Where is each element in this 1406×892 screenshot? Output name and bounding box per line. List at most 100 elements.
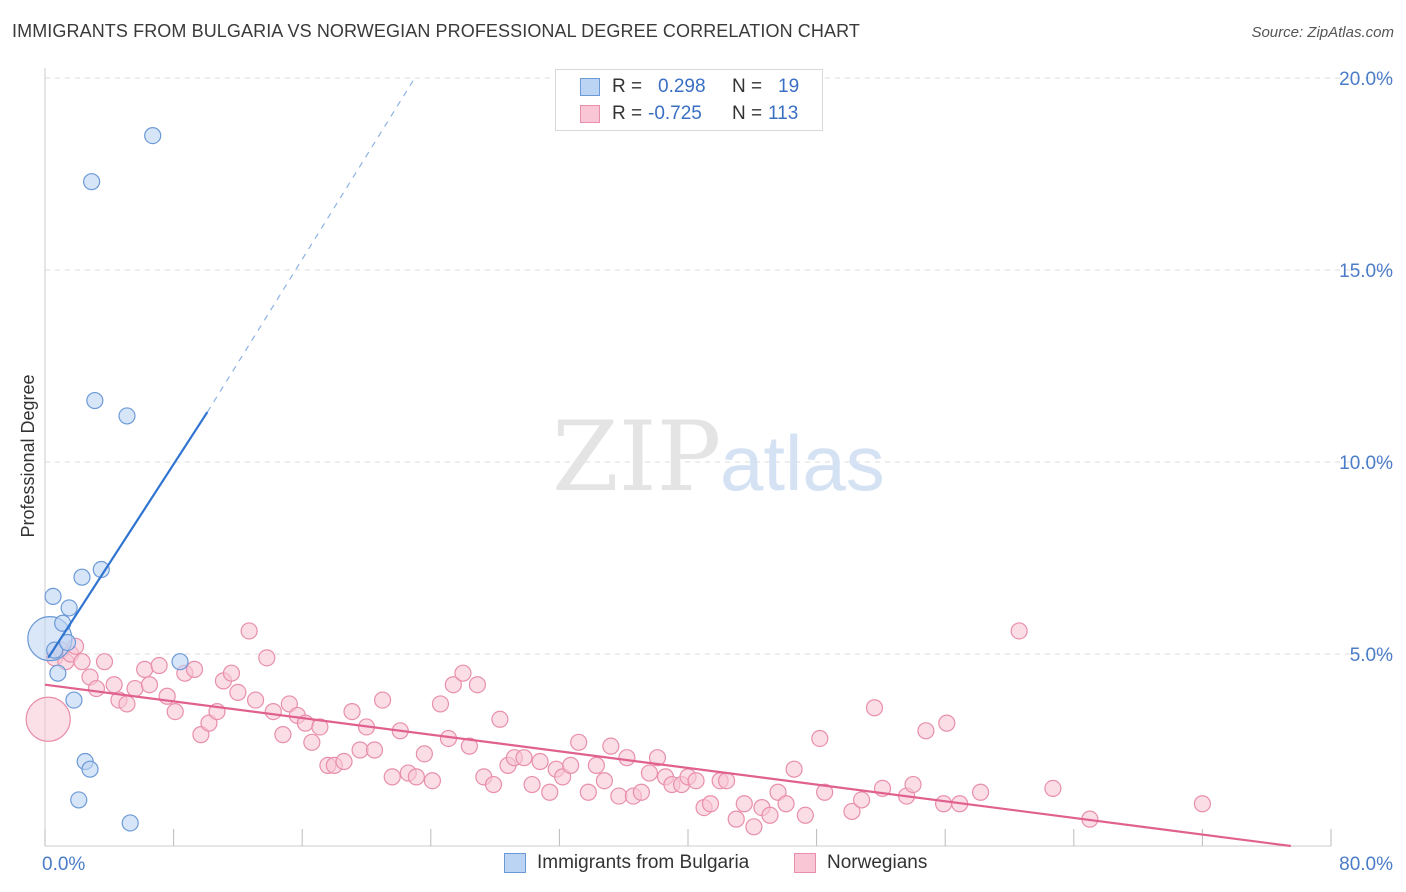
norwegians-point-10 [105,676,123,694]
source-credit: Source: ZipAtlas.com [1251,24,1394,41]
norwegians-point-28 [246,691,265,709]
bulgaria-point-7 [65,691,83,709]
legend-n-label: N = [732,103,763,124]
norwegians-point-88 [717,772,736,790]
norwegians-point-56 [468,676,487,694]
norwegians-point-36 [311,718,329,736]
bulgaria-point-5 [58,633,77,652]
norwegians-point-27 [240,622,258,640]
bulgaria-point-4 [54,614,72,632]
norwegians-point-70 [579,783,597,801]
norwegians-point-49 [415,745,433,763]
norwegians-point-79 [648,749,667,767]
norwegians-point-107 [934,795,953,813]
norwegians-point-48 [407,768,425,786]
bulgaria-point-1 [44,587,62,606]
norwegians-point-78 [640,764,659,782]
norwegians-point-93 [761,806,779,824]
y-tick-label-3: 20.0% [1339,69,1393,90]
norwegians-point-25 [222,664,241,682]
norwegians-point-54 [454,664,472,682]
correlation-legend: R = 0.298 N = 19 R = -0.725 N = 113 [555,69,823,131]
norwegians-point-108 [938,714,956,732]
legend-r-value-bulgaria: 0.298 [658,76,706,97]
norwegians-point-84 [687,772,705,790]
norwegians-point-77 [632,783,650,801]
bulgaria-point-13 [86,391,104,410]
norwegians-point-91 [745,818,763,836]
norwegians-point-112 [1044,779,1062,798]
bottom-legend-swatch-norwegians [794,853,816,873]
norwegians-point-75 [618,749,636,767]
norwegians-point-63 [523,775,541,794]
legend-r-label: R = [612,76,643,97]
norwegians-point-68 [562,756,580,774]
bulgaria-point-16 [121,814,139,832]
bottom-legend-swatch-bulgaria [504,853,526,873]
norwegians-point-72 [595,772,614,790]
norwegians-point-98 [811,729,829,748]
norwegians-point-29 [258,649,276,667]
chart-title: IMMIGRANTS FROM BULGARIA VS NORWEGIAN PR… [12,21,860,41]
y-axis-label: Professional Degree [18,374,38,537]
norwegians-point-20 [185,660,204,678]
norwegians-point-105 [904,775,922,794]
norwegians-point-31 [274,726,292,744]
norwegians-point-95 [777,795,795,813]
norwegians-point-40 [343,702,361,721]
norwegians-point-12 [118,695,136,713]
bottom-legend-label-norwegians: Norwegians [827,852,928,873]
norwegians-point-96 [785,760,803,778]
bulgaria-point-18 [171,653,189,671]
norwegians-point-89 [727,810,745,828]
norwegians-point-100 [843,802,861,821]
norwegians-point-90 [735,795,753,813]
y-tick-labels: 5.0% 10.0% 15.0% 20.0% [1339,69,1393,666]
bulgaria-point-11 [81,760,99,778]
norwegians-point-53 [444,676,462,694]
legend-r-value-norwegians: -0.725 [648,103,702,124]
norwegians-point-15 [140,676,159,694]
norwegians-point-71 [587,756,605,774]
x-tick-label-0: 0.0% [42,854,85,875]
norwegians-points [25,622,1212,836]
norwegians-point-55 [460,737,478,755]
norwegians-point-45 [383,768,401,786]
norwegians-point-0 [25,696,71,742]
watermark-zip-text: ZIP [552,401,721,513]
bulgaria-point-3 [49,664,67,682]
norwegians-point-13 [126,679,144,698]
norwegians-point-8 [87,679,106,698]
norwegians-point-39 [335,752,353,771]
norwegians-point-64 [531,752,549,771]
y-tick-label-1: 10.0% [1339,453,1393,474]
bulgaria-trend-line [47,411,209,659]
watermark-atlas-text: atlas [720,419,885,507]
zipatlas-watermark: ZIP atlas [552,401,885,513]
norwegians-point-18 [166,702,184,721]
bulgaria-point-12 [83,173,101,191]
norwegians-point-74 [610,787,628,805]
norwegians-point-86 [701,795,720,813]
norwegians-point-26 [229,683,247,702]
norwegians-point-69 [570,733,588,751]
norwegians-point-110 [971,783,990,801]
norwegians-point-43 [365,741,384,759]
norwegians-point-114 [1193,795,1212,813]
x-tick-label-1: 80.0% [1339,854,1393,875]
norwegians-point-97 [796,806,814,824]
bottom-legend-label-bulgaria: Immigrants from Bulgaria [537,852,750,873]
y-tick-label-0: 5.0% [1350,645,1393,666]
trend-lines [44,77,1291,848]
norwegians-point-58 [484,775,503,794]
norwegians-point-111 [1010,622,1028,640]
norwegians-point-35 [303,733,321,751]
legend-swatch-norwegians [580,105,600,123]
norwegians-point-9 [95,653,114,671]
norwegians-point-14 [136,660,154,678]
legend-swatch-bulgaria [580,78,600,96]
legend-r-label: R = [612,103,643,124]
norwegians-point-62 [515,749,533,767]
norwegians-point-102 [865,699,884,717]
